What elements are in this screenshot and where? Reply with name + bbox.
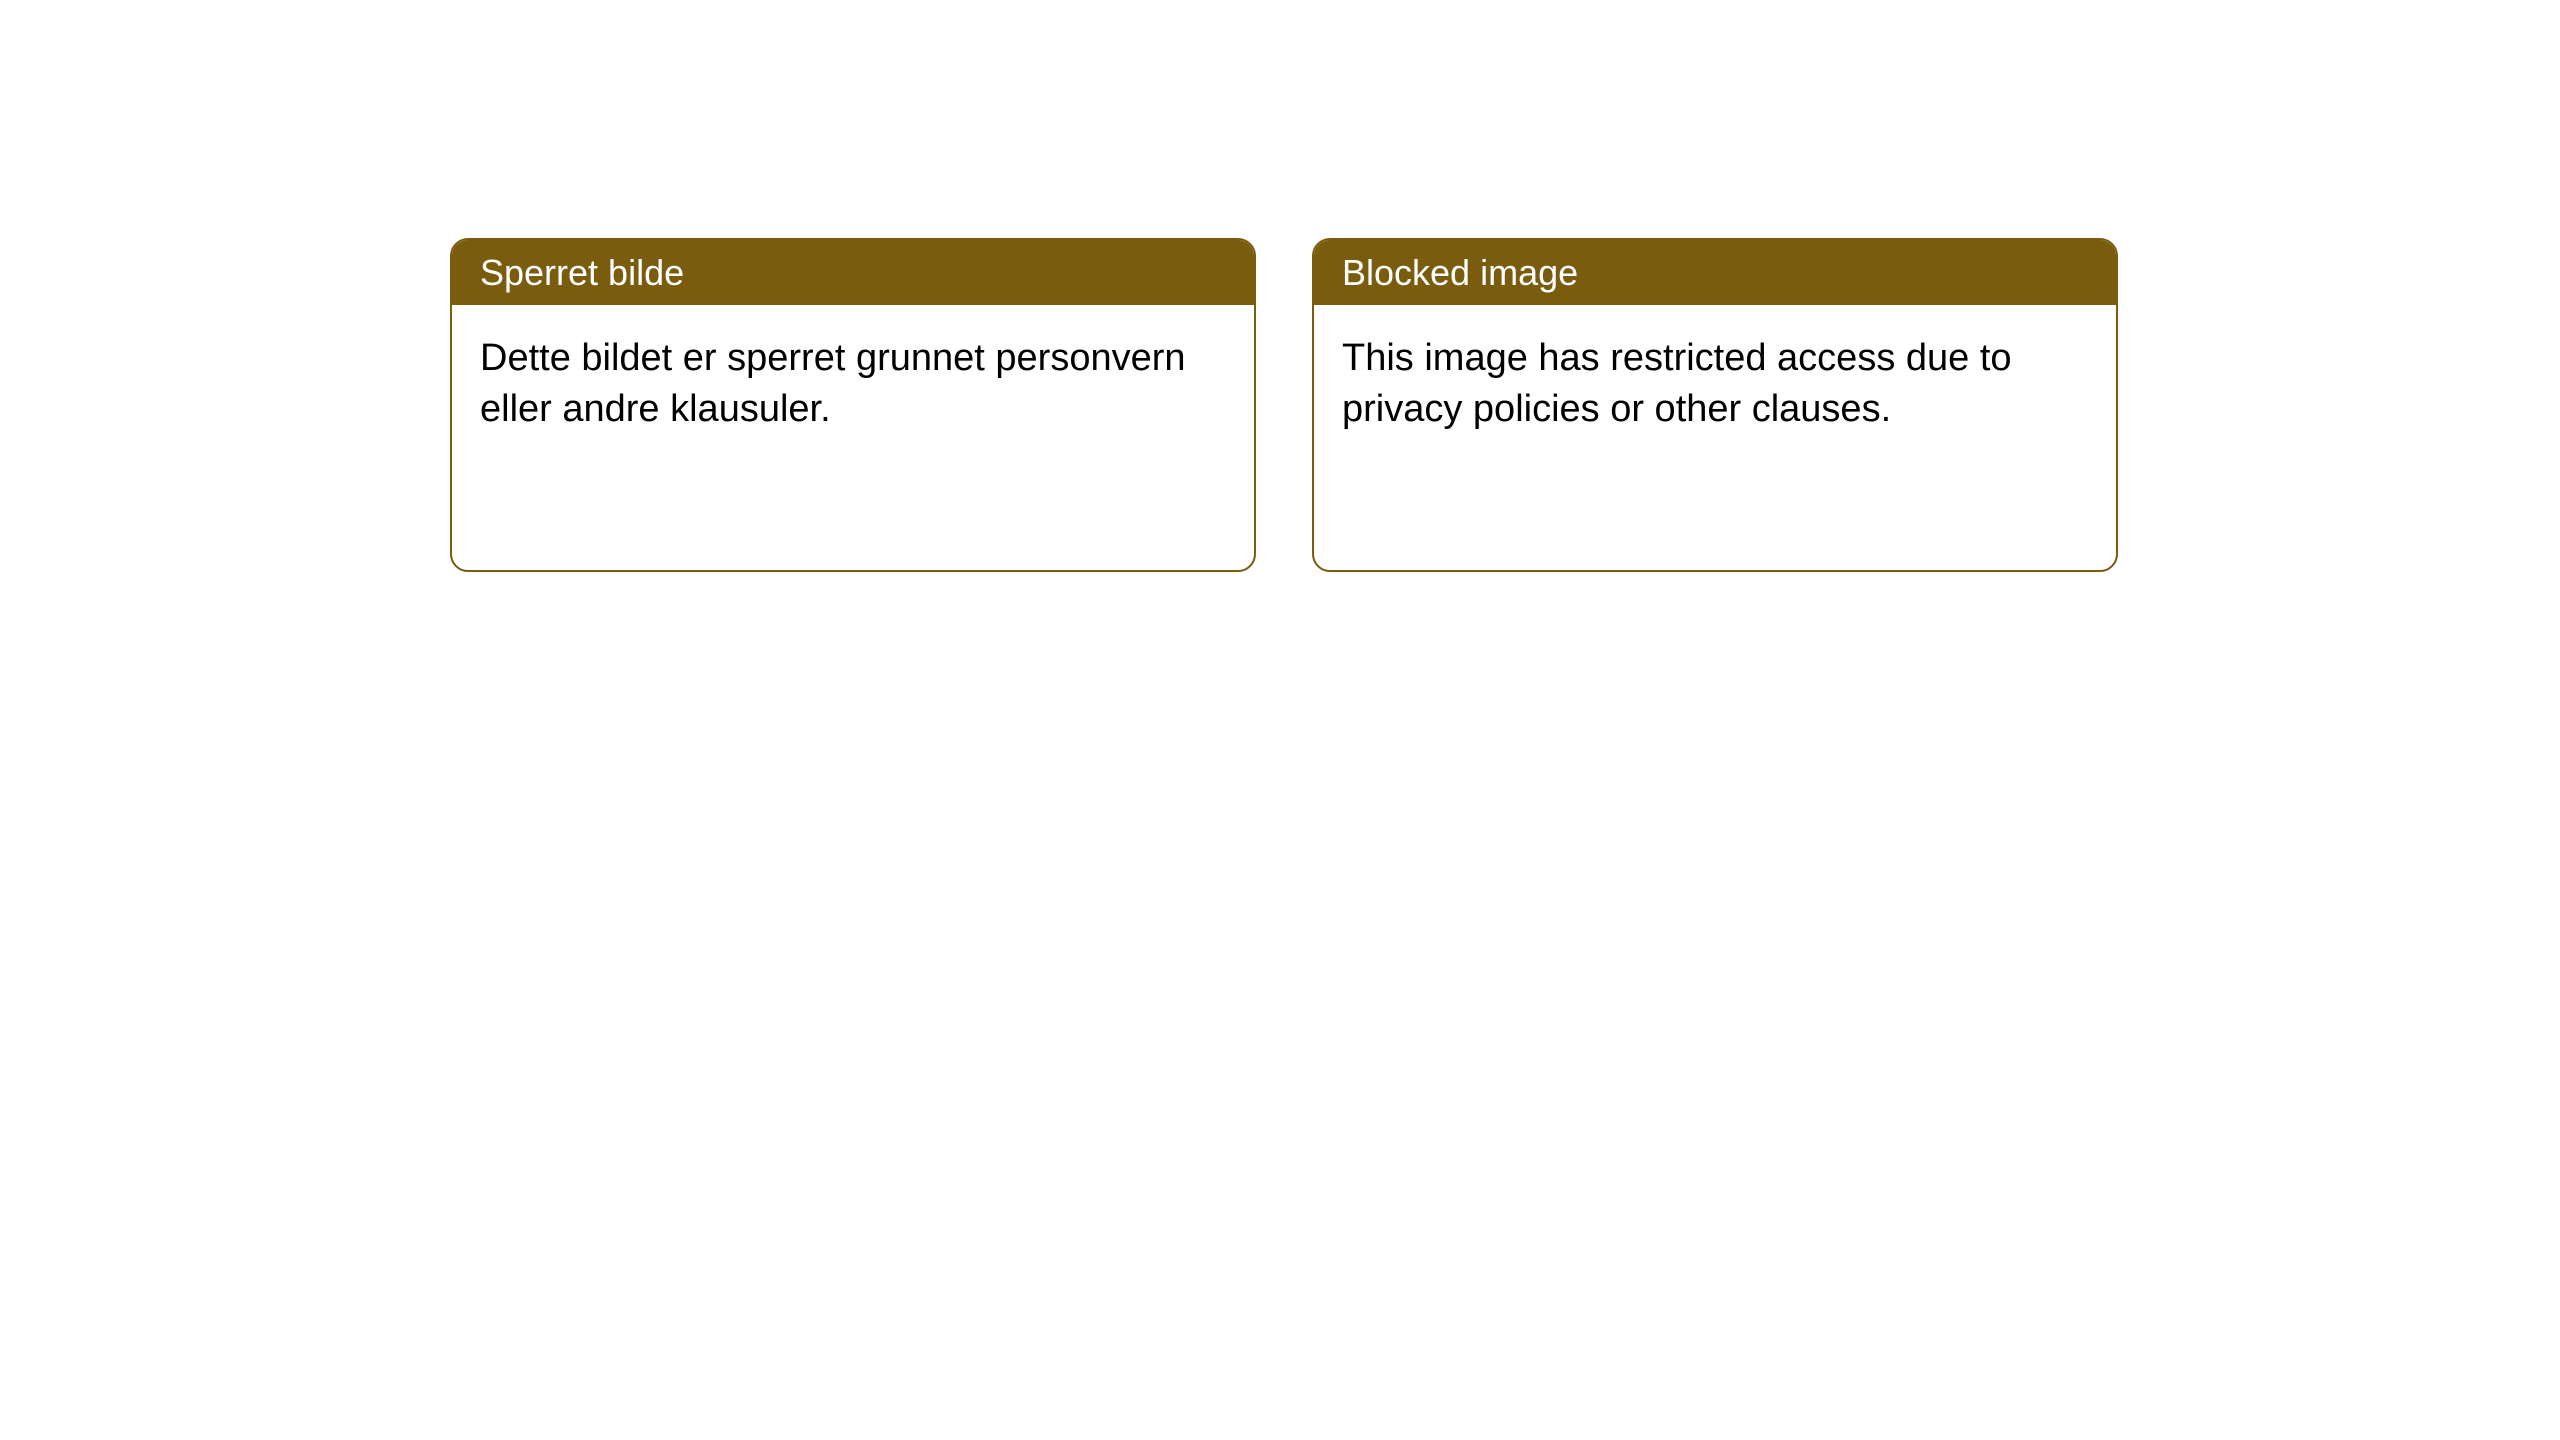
notice-card-english: Blocked image This image has restricted … xyxy=(1312,238,2118,572)
notice-card-body: This image has restricted access due to … xyxy=(1314,305,2116,464)
notice-card-body: Dette bildet er sperret grunnet personve… xyxy=(452,305,1254,464)
notice-card-title: Sperret bilde xyxy=(452,240,1254,305)
notice-card-norwegian: Sperret bilde Dette bildet er sperret gr… xyxy=(450,238,1256,572)
notice-container: Sperret bilde Dette bildet er sperret gr… xyxy=(0,0,2560,572)
notice-card-title: Blocked image xyxy=(1314,240,2116,305)
